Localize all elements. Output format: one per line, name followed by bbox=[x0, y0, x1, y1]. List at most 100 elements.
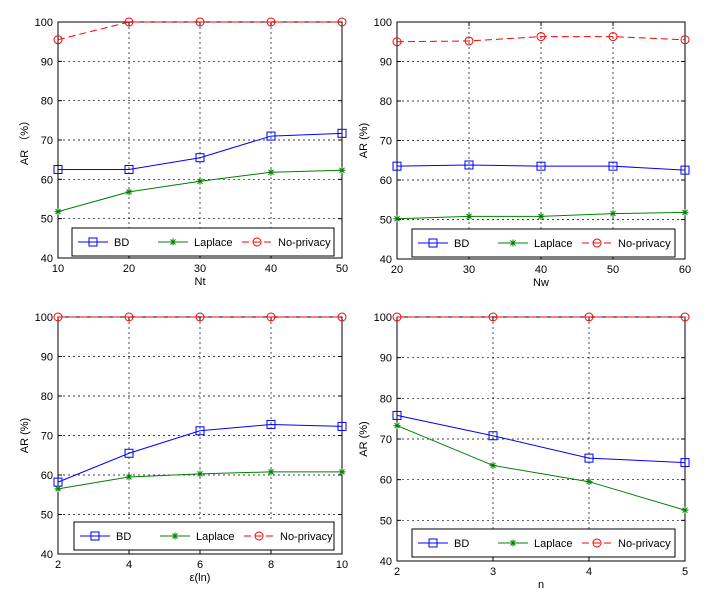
x-axis-label: Nt bbox=[195, 276, 206, 288]
y-tick-label: 100 bbox=[35, 17, 53, 29]
data-point bbox=[392, 161, 402, 171]
data-point bbox=[337, 128, 347, 138]
data-point bbox=[125, 473, 133, 481]
x-tick-label: 40 bbox=[535, 264, 547, 276]
data-point bbox=[53, 35, 63, 45]
series-line bbox=[57, 423, 343, 483]
data-point bbox=[680, 165, 690, 175]
y-tick-label: 50 bbox=[380, 215, 392, 227]
chart-3: 40 50 60 70 80 90 100 2 4 6 8 10 ε(ln) AR (%) BD Laplac… bbox=[19, 312, 348, 584]
data-point bbox=[338, 468, 346, 476]
y-tick-label: 90 bbox=[380, 353, 392, 365]
data-point bbox=[54, 208, 62, 216]
x-tick-label: 50 bbox=[607, 264, 619, 276]
y-tick-label: 40 bbox=[380, 254, 392, 266]
y-tick-label: 70 bbox=[41, 431, 53, 443]
legend-label: Laplace bbox=[196, 531, 235, 543]
y-tick-label: 50 bbox=[380, 515, 392, 527]
series-line bbox=[396, 164, 686, 171]
legend-marker bbox=[509, 539, 517, 547]
series-no-privacy bbox=[392, 32, 690, 47]
x-tick-label: 30 bbox=[194, 263, 206, 275]
y-tick-label: 80 bbox=[380, 96, 392, 108]
x-tick-label: 5 bbox=[682, 566, 688, 578]
y-tick-label: 90 bbox=[41, 352, 53, 364]
x-tick-label: 4 bbox=[126, 559, 132, 571]
x-tick-label: 3 bbox=[490, 566, 496, 578]
legend-box bbox=[71, 227, 335, 257]
legend-marker bbox=[88, 237, 98, 247]
data-point bbox=[267, 168, 275, 176]
x-axis-label: n bbox=[538, 579, 544, 591]
legend-label: BD bbox=[116, 531, 131, 543]
data-point bbox=[125, 188, 133, 196]
data-point bbox=[196, 177, 204, 185]
series-bd bbox=[392, 410, 690, 468]
data-point bbox=[681, 506, 689, 514]
y-axis-label: AR (%) bbox=[358, 123, 370, 158]
legend-label: No-privacy bbox=[278, 237, 331, 249]
data-point bbox=[392, 312, 402, 322]
x-tick-label: 8 bbox=[268, 559, 274, 571]
data-point bbox=[536, 32, 546, 42]
series-laplace bbox=[54, 166, 346, 216]
x-tick-label: 10 bbox=[336, 559, 348, 571]
legend-marker bbox=[252, 237, 262, 247]
x-tick-label: 4 bbox=[586, 566, 592, 578]
data-point bbox=[489, 461, 497, 469]
data-point bbox=[680, 458, 690, 468]
legend: BD Laplace No-privacy bbox=[411, 228, 676, 258]
data-point bbox=[681, 208, 689, 216]
y-tick-label: 100 bbox=[374, 17, 392, 29]
y-axis-label: AR (%) bbox=[358, 421, 370, 456]
y-tick-label: 60 bbox=[41, 470, 53, 482]
legend-label: No-privacy bbox=[618, 538, 671, 550]
y-tick-label: 80 bbox=[41, 391, 53, 403]
series-line bbox=[57, 21, 342, 41]
x-tick-label: 6 bbox=[197, 559, 203, 571]
x-axis-label: ε(ln) bbox=[190, 572, 211, 584]
series-no-privacy bbox=[392, 312, 690, 322]
y-tick-label: 40 bbox=[41, 253, 53, 265]
data-point bbox=[585, 478, 593, 486]
y-tick-label: 80 bbox=[380, 393, 392, 405]
data-point bbox=[536, 161, 546, 171]
series-line bbox=[58, 132, 343, 170]
data-point bbox=[195, 153, 205, 163]
data-point bbox=[266, 131, 276, 141]
y-axis-label: AR （%） bbox=[18, 115, 31, 165]
y-tick-label: 60 bbox=[41, 174, 53, 186]
data-point bbox=[124, 17, 134, 27]
legend-marker bbox=[509, 239, 517, 247]
legend-label: No-privacy bbox=[280, 531, 333, 543]
series-laplace bbox=[393, 422, 689, 514]
x-axis-label: Nw bbox=[533, 277, 549, 289]
legend-label: Laplace bbox=[534, 238, 573, 250]
chart-4: 40 50 60 70 80 90 100 2 3 4 5 n AR (%) BD Laplace No-pr… bbox=[358, 312, 690, 591]
y-tick-label: 50 bbox=[41, 214, 53, 226]
data-point bbox=[608, 32, 618, 42]
y-tick-label: 60 bbox=[380, 175, 392, 187]
legend-box bbox=[411, 228, 676, 258]
data-point bbox=[124, 165, 134, 174]
data-point bbox=[196, 470, 204, 478]
legend: BD Laplace No-privacy bbox=[411, 528, 676, 558]
series-laplace bbox=[393, 208, 689, 223]
x-tick-label: 2 bbox=[394, 566, 400, 578]
data-point bbox=[266, 17, 276, 27]
legend-label: BD bbox=[114, 237, 129, 249]
x-tick-label: 30 bbox=[463, 264, 475, 276]
series-no-privacy bbox=[53, 312, 347, 322]
y-tick-label: 70 bbox=[41, 135, 53, 147]
series-line bbox=[396, 425, 686, 511]
data-point bbox=[337, 312, 347, 322]
legend-marker bbox=[592, 238, 602, 248]
legend: BD Laplace No-privacy bbox=[73, 521, 335, 551]
x-tick-label: 60 bbox=[679, 264, 691, 276]
data-point bbox=[124, 312, 134, 322]
data-point bbox=[464, 160, 474, 170]
data-point bbox=[584, 453, 594, 463]
legend-label: Laplace bbox=[534, 538, 573, 550]
legend: BD Laplace No-privacy bbox=[71, 227, 335, 257]
